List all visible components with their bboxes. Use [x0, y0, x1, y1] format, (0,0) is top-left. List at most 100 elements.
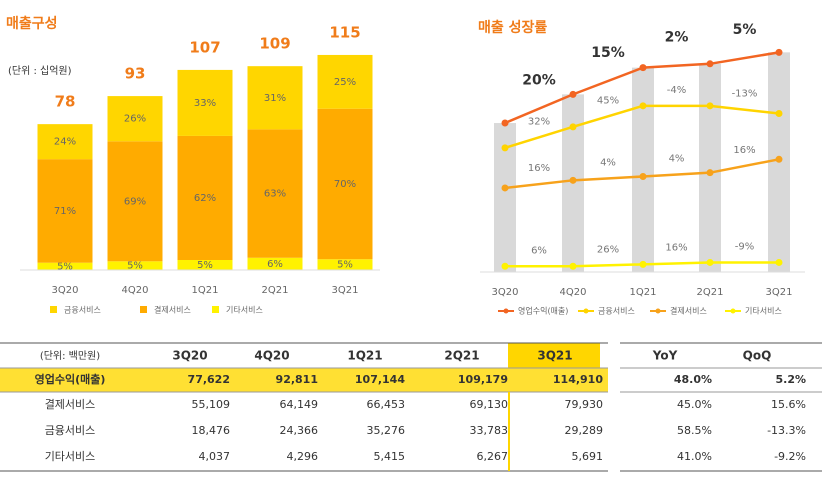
growth-label: 5% [733, 22, 757, 38]
total-label: 115 [329, 23, 360, 41]
series-point [501, 184, 509, 192]
table-cell: 4,296 [287, 450, 319, 463]
value-label: 70% [334, 179, 356, 190]
series-point [569, 123, 577, 131]
chart-title: 매출 성장률 [478, 19, 547, 36]
growth-label: -13% [732, 89, 758, 100]
row-highlight [0, 368, 608, 392]
chart-title: 매출구성 [6, 15, 58, 32]
table-header: (단위: 백만원) [40, 349, 100, 362]
bar-segment [107, 261, 163, 270]
value-label: 5% [57, 261, 73, 272]
series-point [501, 262, 509, 270]
legend-dot [655, 308, 661, 314]
legend-label: 기타서비스 [226, 306, 263, 315]
table-cell: 41.0% [677, 450, 712, 463]
bar-segment [37, 159, 93, 263]
x-tick-label: 4Q20 [122, 285, 149, 296]
background-bar [632, 67, 654, 272]
growth-label: 16% [528, 163, 550, 174]
series-point [501, 119, 509, 127]
table-header: 3Q20 [172, 349, 207, 363]
series-point [639, 102, 647, 110]
growth-label: 26% [597, 244, 619, 255]
series-point [706, 258, 714, 266]
bar-segment [177, 69, 233, 136]
table-header: QoQ [743, 349, 772, 363]
total-label: 107 [189, 38, 220, 56]
x-tick-label: 4Q20 [560, 287, 587, 298]
x-tick-label: 2Q21 [697, 287, 724, 298]
table-header: 1Q21 [347, 349, 382, 363]
header-highlight [508, 343, 600, 368]
value-label: 5% [127, 261, 143, 272]
table-cell: 55,109 [192, 398, 231, 411]
series-point [639, 260, 647, 268]
growth-label: 20% [522, 73, 556, 89]
series-point [775, 109, 783, 117]
table-cell: 4,037 [199, 450, 231, 463]
series-point [501, 144, 509, 152]
total-label: 78 [55, 93, 76, 111]
table-cell: 45.0% [677, 398, 712, 411]
table-cell: -9.2% [774, 450, 806, 463]
bar-segment [317, 108, 373, 260]
growth-label: 4% [600, 157, 616, 168]
series-point [639, 64, 647, 72]
series-point [706, 60, 714, 68]
legend-dot [583, 308, 589, 314]
series-point [775, 48, 783, 56]
series-point [569, 176, 577, 184]
bar-segment [37, 124, 93, 160]
value-label: 71% [54, 206, 76, 217]
legend-swatch [140, 306, 147, 313]
growth-label: 15% [591, 45, 625, 61]
table-header: 4Q20 [254, 349, 289, 363]
series-point [775, 155, 783, 163]
legend-label: 영업수익(매출) [518, 306, 568, 316]
value-label: 69% [124, 196, 146, 207]
table-cell: 48.0% [674, 373, 712, 386]
table-cell: 33,783 [470, 424, 509, 437]
legend-label: 결제서비스 [670, 306, 707, 316]
legend-label: 기타서비스 [745, 307, 782, 316]
table-cell: 79,930 [565, 398, 604, 411]
growth-label: 6% [531, 245, 547, 256]
table-cell: 58.5% [677, 424, 712, 437]
growth-label: 4% [669, 154, 685, 165]
total-label: 109 [259, 35, 290, 53]
table-cell: -13.3% [767, 424, 806, 437]
table-cell: 66,453 [367, 398, 406, 411]
table-cell: 결제서비스 [45, 398, 96, 411]
series-point [775, 258, 783, 266]
legend-label: 결제서비스 [154, 305, 191, 315]
x-tick-label: 3Q21 [332, 285, 359, 296]
bar-segment [317, 259, 373, 270]
bar-segment [317, 54, 373, 109]
value-label: 31% [264, 93, 286, 104]
series-point [569, 262, 577, 270]
legend-dot [730, 308, 736, 314]
legend-label: 금융서비스 [64, 306, 101, 315]
table-cell: 109,179 [458, 373, 508, 386]
growth-label: 32% [528, 116, 550, 127]
legend-swatch [212, 306, 219, 313]
table-cell: 15.6% [771, 398, 806, 411]
value-label: 33% [194, 98, 216, 109]
value-label: 63% [264, 189, 286, 200]
table-cell: 기타서비스 [45, 450, 96, 463]
bar-segment [107, 141, 163, 262]
x-tick-label: 3Q21 [766, 287, 793, 298]
bar-segment [247, 257, 303, 270]
table-cell: 금융서비스 [45, 424, 96, 437]
value-label: 5% [197, 260, 213, 271]
table-cell: 107,144 [355, 373, 405, 386]
growth-label: 16% [665, 242, 687, 253]
bar-segment [247, 66, 303, 130]
table-cell: 29,289 [565, 424, 604, 437]
legend-swatch [50, 306, 57, 313]
bar-segment [177, 259, 233, 270]
x-tick-label: 3Q20 [52, 285, 79, 296]
value-label: 25% [334, 77, 356, 88]
